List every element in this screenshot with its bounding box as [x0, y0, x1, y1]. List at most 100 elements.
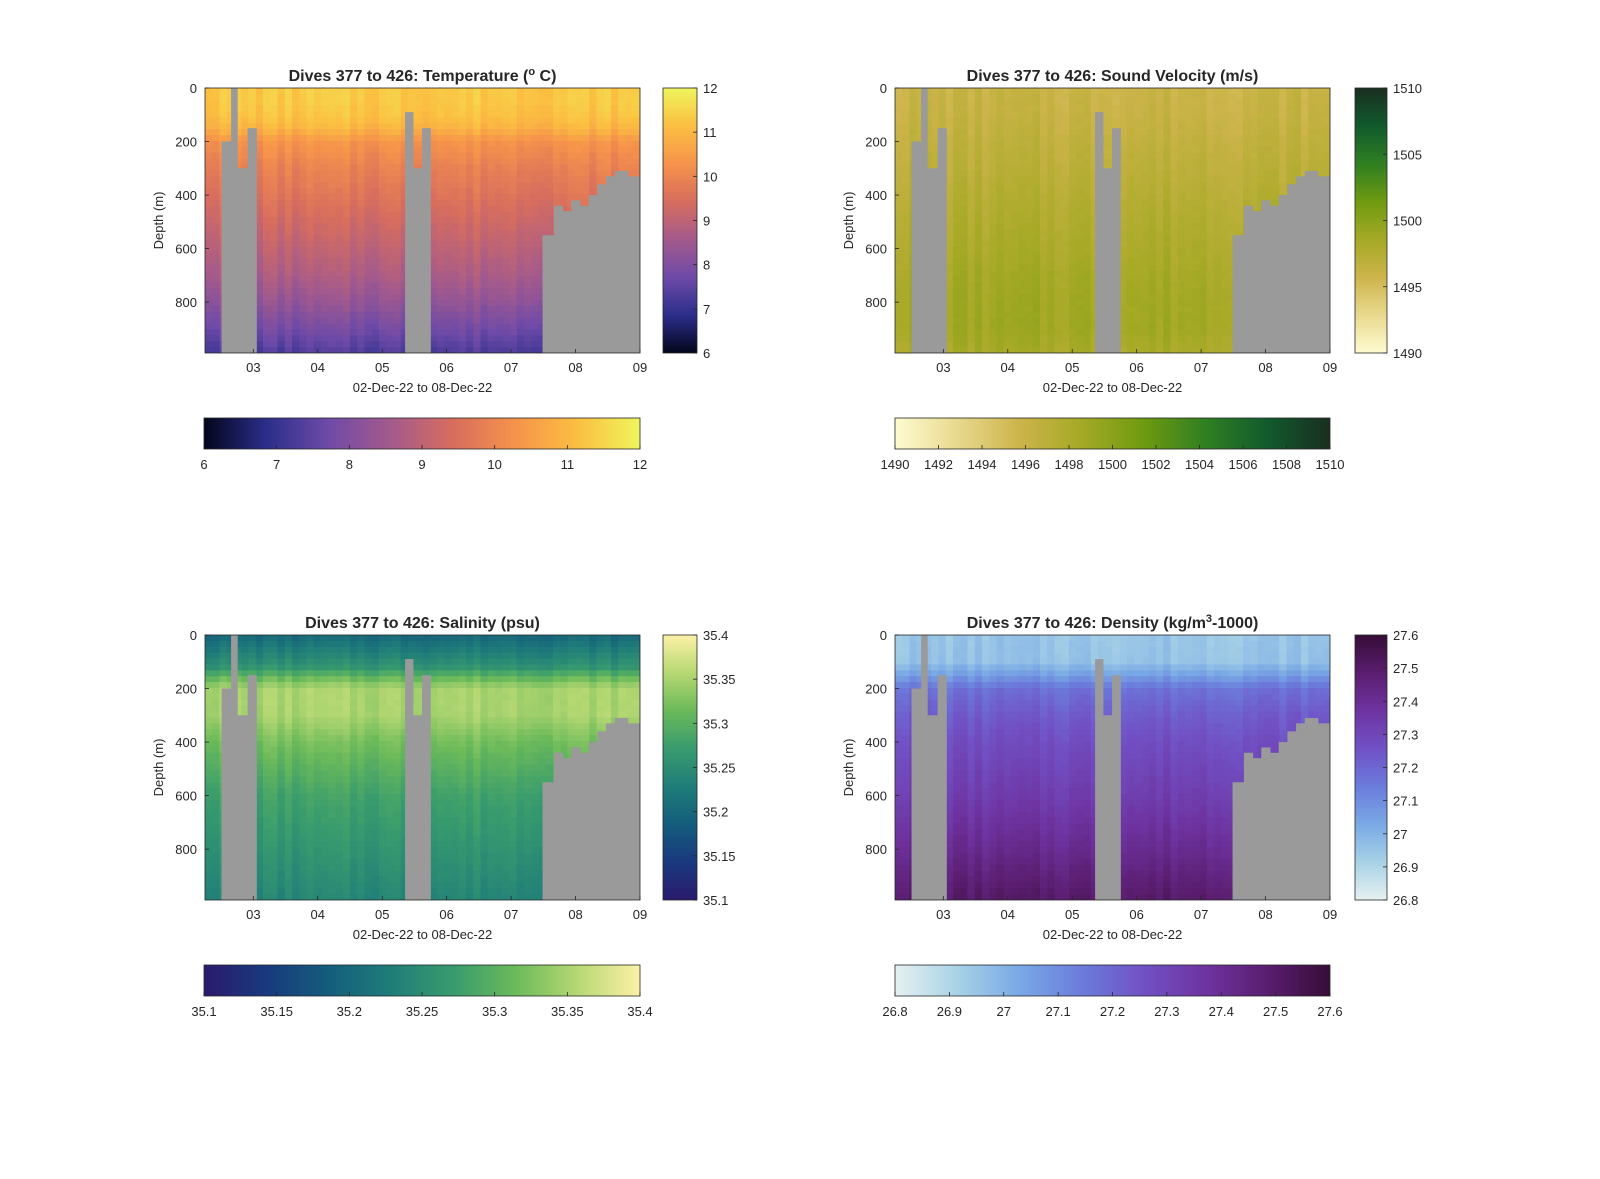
- heatmap-cell: [263, 146, 271, 154]
- heatmap-cell: [1047, 146, 1056, 154]
- heatmap-cell: [538, 235, 547, 242]
- heatmap-cell: [996, 129, 1005, 136]
- heatmap-cell: [1243, 152, 1251, 160]
- heatmap-cell: [277, 329, 286, 336]
- heatmap-cell: [495, 146, 503, 154]
- heatmap-cell: [263, 300, 271, 307]
- heatmap-cell: [895, 99, 903, 107]
- heatmap-cell: [1127, 205, 1135, 213]
- heatmap-cell: [953, 135, 961, 142]
- heatmap-cell: [960, 170, 969, 177]
- heatmap-cell: [967, 341, 976, 348]
- heatmap-cell: [1214, 105, 1222, 113]
- heatmap-cell: [1163, 294, 1172, 301]
- heatmap-cell: [1221, 252, 1230, 260]
- heatmap-cell: [284, 158, 293, 166]
- heatmap-cell: [945, 252, 954, 260]
- heatmap-cell: [342, 341, 351, 348]
- heatmap-cell: [524, 305, 532, 313]
- heatmap-cell: [1032, 276, 1041, 283]
- heatmap-cell: [1148, 123, 1157, 130]
- heatmap-cell: [1214, 135, 1222, 142]
- heatmap-cell: [945, 300, 954, 307]
- heatmap-cell: [509, 235, 518, 242]
- heatmap-cell: [1061, 88, 1070, 95]
- heatmap-cell: [974, 88, 983, 95]
- heatmap-cell: [1214, 205, 1222, 213]
- heatmap-cell: [989, 199, 998, 207]
- heatmap-cell: [1163, 300, 1172, 307]
- heatmap-cell: [451, 317, 460, 325]
- heatmap-cell: [1185, 111, 1193, 119]
- heatmap-cell: [1235, 199, 1244, 207]
- heatmap-cell: [895, 211, 903, 219]
- heatmap-cell: [466, 129, 474, 136]
- heatmap-cell: [466, 182, 474, 189]
- heatmap-cell: [212, 176, 221, 183]
- heatmap-cell: [1025, 305, 1034, 313]
- heatmap-cell: [938, 111, 947, 119]
- heatmap-cell: [1025, 135, 1034, 142]
- heatmap-cell: [953, 276, 961, 283]
- heatmap-cell: [1156, 164, 1164, 172]
- heatmap-cell: [1228, 194, 1237, 201]
- heatmap-cell: [982, 347, 990, 353]
- heatmap-cell: [473, 152, 482, 160]
- heatmap-cell: [531, 335, 540, 342]
- heatmap-cell: [531, 241, 540, 248]
- heatmap-cell: [1177, 117, 1186, 124]
- heatmap-cell: [960, 129, 969, 136]
- heatmap-cell: [1228, 335, 1237, 342]
- heatmap-cell: [255, 123, 264, 130]
- heatmap-cell: [437, 276, 445, 283]
- heatmap-cell: [1192, 105, 1201, 113]
- heatmap-cell: [205, 211, 213, 219]
- heatmap-cell: [1040, 164, 1048, 172]
- heatmap-cell: [589, 117, 598, 124]
- heatmap-cell: [1061, 105, 1070, 113]
- heatmap-cell: [1199, 135, 1208, 142]
- heatmap-cell: [1090, 241, 1099, 248]
- heatmap-cell: [1018, 323, 1027, 331]
- heatmap-cell: [371, 146, 380, 154]
- heatmap-cell: [386, 311, 395, 319]
- heatmap-cell: [967, 270, 976, 278]
- heatmap-cell: [284, 294, 293, 301]
- heatmap-cell: [321, 252, 329, 260]
- heatmap-cell: [473, 288, 482, 295]
- heatmap-cell: [509, 241, 518, 248]
- heatmap-cell: [1170, 93, 1179, 101]
- heatmap-cell: [1134, 323, 1143, 331]
- heatmap-cell: [1185, 152, 1193, 160]
- heatmap-cell: [509, 311, 518, 319]
- heatmap-cell: [1061, 211, 1070, 219]
- heatmap-cell: [1076, 305, 1085, 313]
- heatmap-cell: [953, 129, 961, 136]
- heatmap-cell: [1250, 123, 1259, 130]
- heatmap-cell: [560, 170, 569, 177]
- heatmap-cell: [589, 123, 598, 130]
- heatmap-cell: [1228, 317, 1237, 325]
- heatmap-cell: [945, 164, 954, 172]
- heatmap-cell: [393, 123, 402, 130]
- heatmap-cell: [982, 264, 990, 272]
- heatmap-cell: [1032, 270, 1041, 278]
- heatmap-cell: [466, 111, 474, 119]
- heatmap-cell: [902, 146, 911, 154]
- heatmap-cell: [574, 158, 583, 166]
- heatmap-cell: [574, 152, 583, 160]
- heatmap-cell: [1148, 194, 1157, 201]
- heatmap-cell: [996, 111, 1005, 119]
- heatmap-cell: [938, 93, 947, 101]
- heatmap-cell: [342, 252, 351, 260]
- heatmap-cell: [205, 135, 213, 142]
- heatmap-cell: [1003, 194, 1012, 201]
- heatmap-cell: [1090, 99, 1099, 107]
- heatmap-cell: [1228, 323, 1237, 331]
- heatmap-cell: [1083, 294, 1092, 301]
- heatmap-cell: [996, 323, 1005, 331]
- heatmap-cell: [299, 164, 308, 172]
- heatmap-cell: [1214, 223, 1222, 230]
- heatmap-cell: [524, 123, 532, 130]
- heatmap-cell: [1119, 123, 1128, 130]
